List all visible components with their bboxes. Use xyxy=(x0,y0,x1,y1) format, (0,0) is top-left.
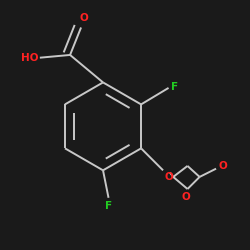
Text: HO: HO xyxy=(21,53,38,63)
Text: O: O xyxy=(164,172,173,182)
Text: O: O xyxy=(182,192,190,202)
Text: O: O xyxy=(219,161,228,171)
Text: O: O xyxy=(80,13,88,23)
Text: F: F xyxy=(105,200,112,210)
Text: F: F xyxy=(171,82,178,92)
